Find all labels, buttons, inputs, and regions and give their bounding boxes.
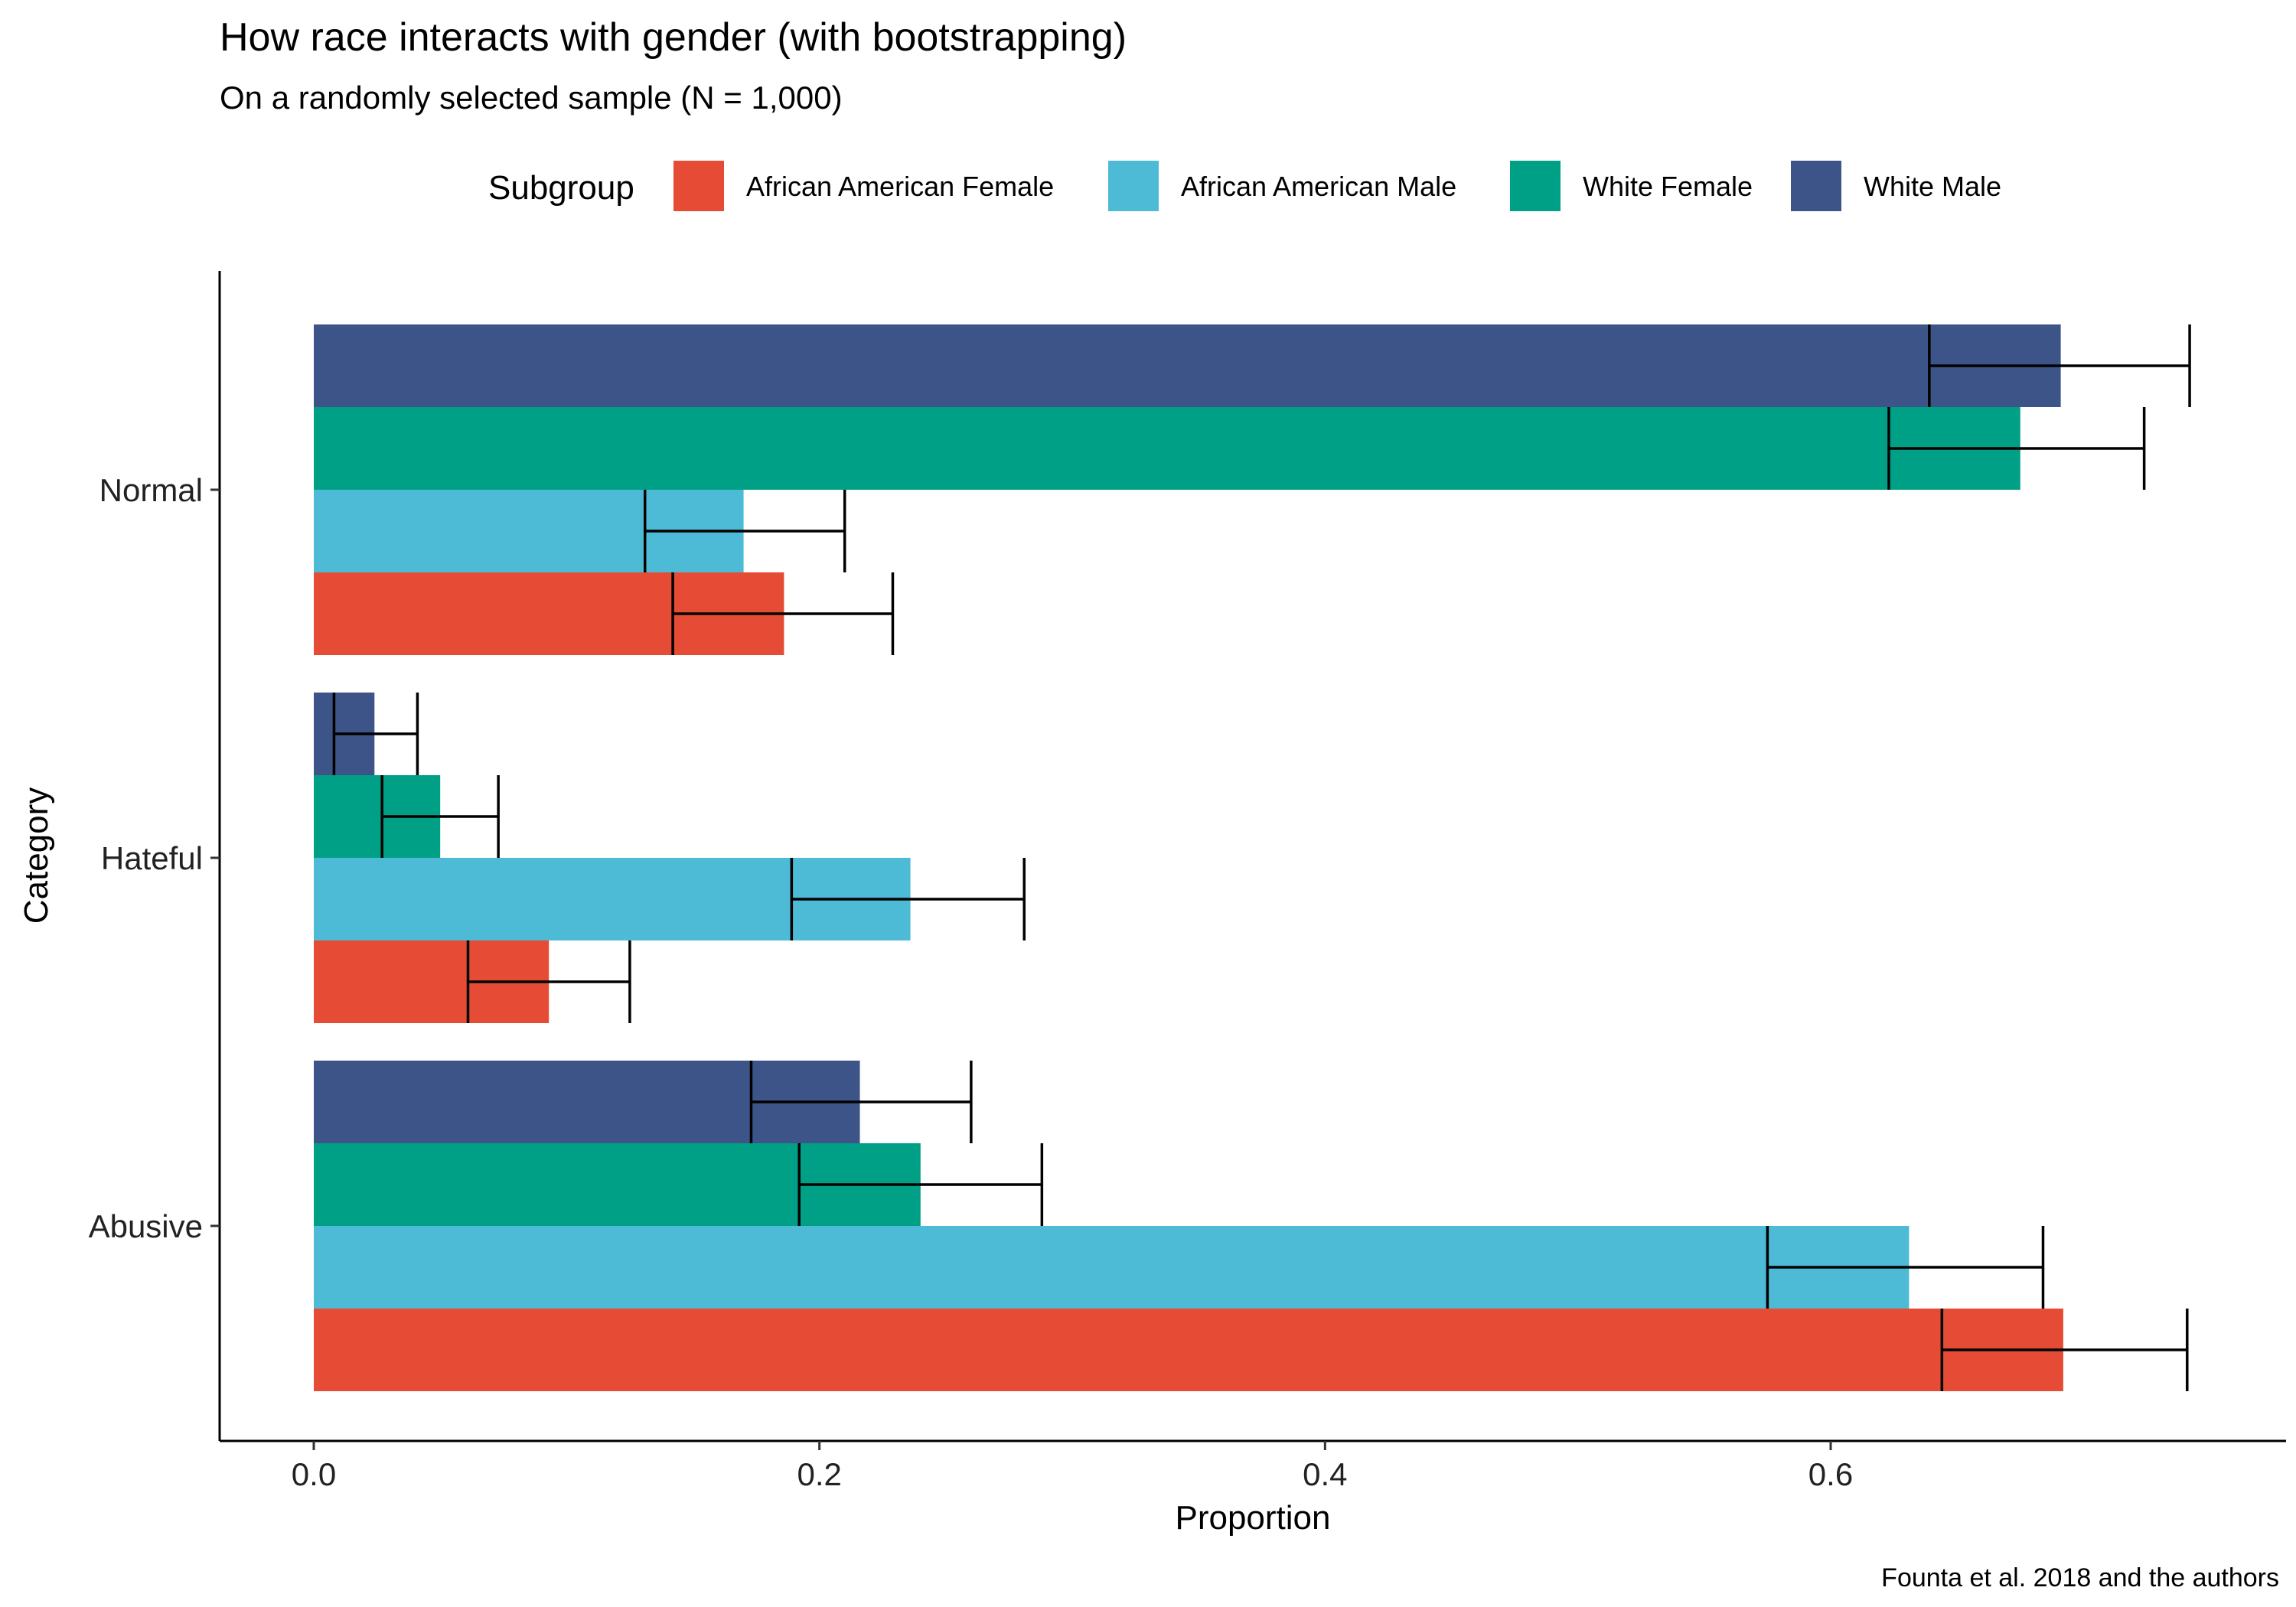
legend-key-white-female — [1510, 161, 1561, 211]
errorbar-hateful-white-female — [380, 775, 500, 858]
legend-key-african-american-male — [1108, 161, 1159, 211]
errorbar-abusive-white-female — [797, 1143, 1044, 1226]
bar-normal-white-male — [314, 324, 2061, 407]
errorbar-abusive-african-american-male — [1766, 1226, 2045, 1309]
errorbar-normal-african-american-male — [643, 490, 846, 572]
legend-title: Subgroup — [488, 169, 634, 207]
x-tick-label: 0.4 — [1303, 1456, 1347, 1492]
errorbar-normal-white-female — [1887, 407, 2146, 490]
errorbar-hateful-african-american-female — [466, 940, 631, 1023]
error-bars — [332, 324, 2191, 1391]
errorbar-normal-african-american-female — [671, 572, 895, 655]
chart-subtitle: On a randomly selected sample (N = 1,000… — [220, 80, 843, 116]
bar-normal-white-female — [314, 407, 2020, 490]
legend: Subgroup African American Female African … — [488, 161, 2001, 211]
x-tick-label: 0.0 — [292, 1456, 336, 1492]
legend-label-african-american-male: African American Male — [1181, 171, 1456, 202]
y-axis-title: Category — [18, 787, 55, 924]
x-axis: 0.0 0.2 0.4 0.6 — [292, 1441, 1853, 1492]
errorbar-hateful-african-american-male — [790, 858, 1026, 940]
legend-label-african-american-female: African American Female — [746, 171, 1054, 202]
y-tick-label-hateful: Hateful — [101, 840, 203, 876]
caption: Founta et al. 2018 and the authors — [1881, 1563, 2279, 1592]
errorbar-abusive-white-male — [749, 1061, 973, 1143]
legend-key-african-american-female — [673, 161, 724, 211]
errorbar-normal-white-male — [1928, 324, 2191, 407]
bar-abusive-african-american-male — [314, 1226, 1910, 1309]
x-tick-label: 0.6 — [1808, 1456, 1853, 1492]
bar-abusive-african-american-female — [314, 1309, 2063, 1391]
y-axis: Normal Hateful Abusive — [89, 472, 220, 1244]
errorbar-hateful-white-male — [332, 693, 419, 775]
y-tick-label-abusive: Abusive — [89, 1208, 203, 1244]
legend-key-white-male — [1791, 161, 1841, 211]
legend-label-white-male: White Male — [1864, 171, 2001, 202]
bars — [314, 324, 2063, 1391]
x-axis-title: Proportion — [1175, 1499, 1330, 1537]
x-tick-label: 0.2 — [797, 1456, 841, 1492]
legend-label-white-female: White Female — [1583, 171, 1753, 202]
errorbar-abusive-african-american-female — [1940, 1309, 2189, 1391]
y-tick-label-normal: Normal — [99, 472, 203, 508]
chart-title: How race interacts with gender (with boo… — [220, 15, 1127, 60]
